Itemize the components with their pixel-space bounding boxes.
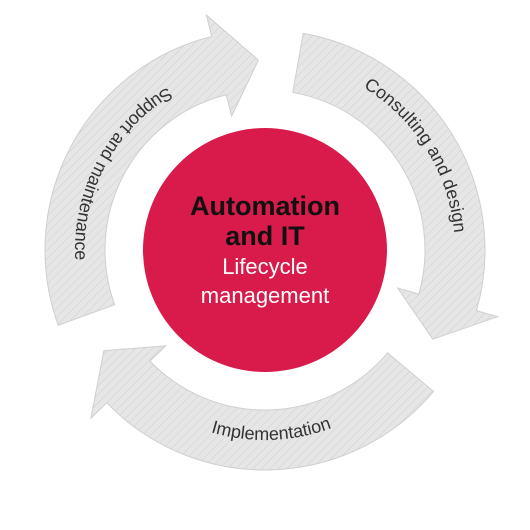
center-sub-line1: Lifecycle [190,256,340,280]
center-title-line2: and IT [190,222,340,252]
center-title-line1: Automation [190,192,340,222]
lifecycle-diagram: Consulting and designImplementationSuppo… [0,0,530,530]
center-text: Automation and IT Lifecycle management [190,192,340,308]
center-sub-line2: management [190,284,340,308]
